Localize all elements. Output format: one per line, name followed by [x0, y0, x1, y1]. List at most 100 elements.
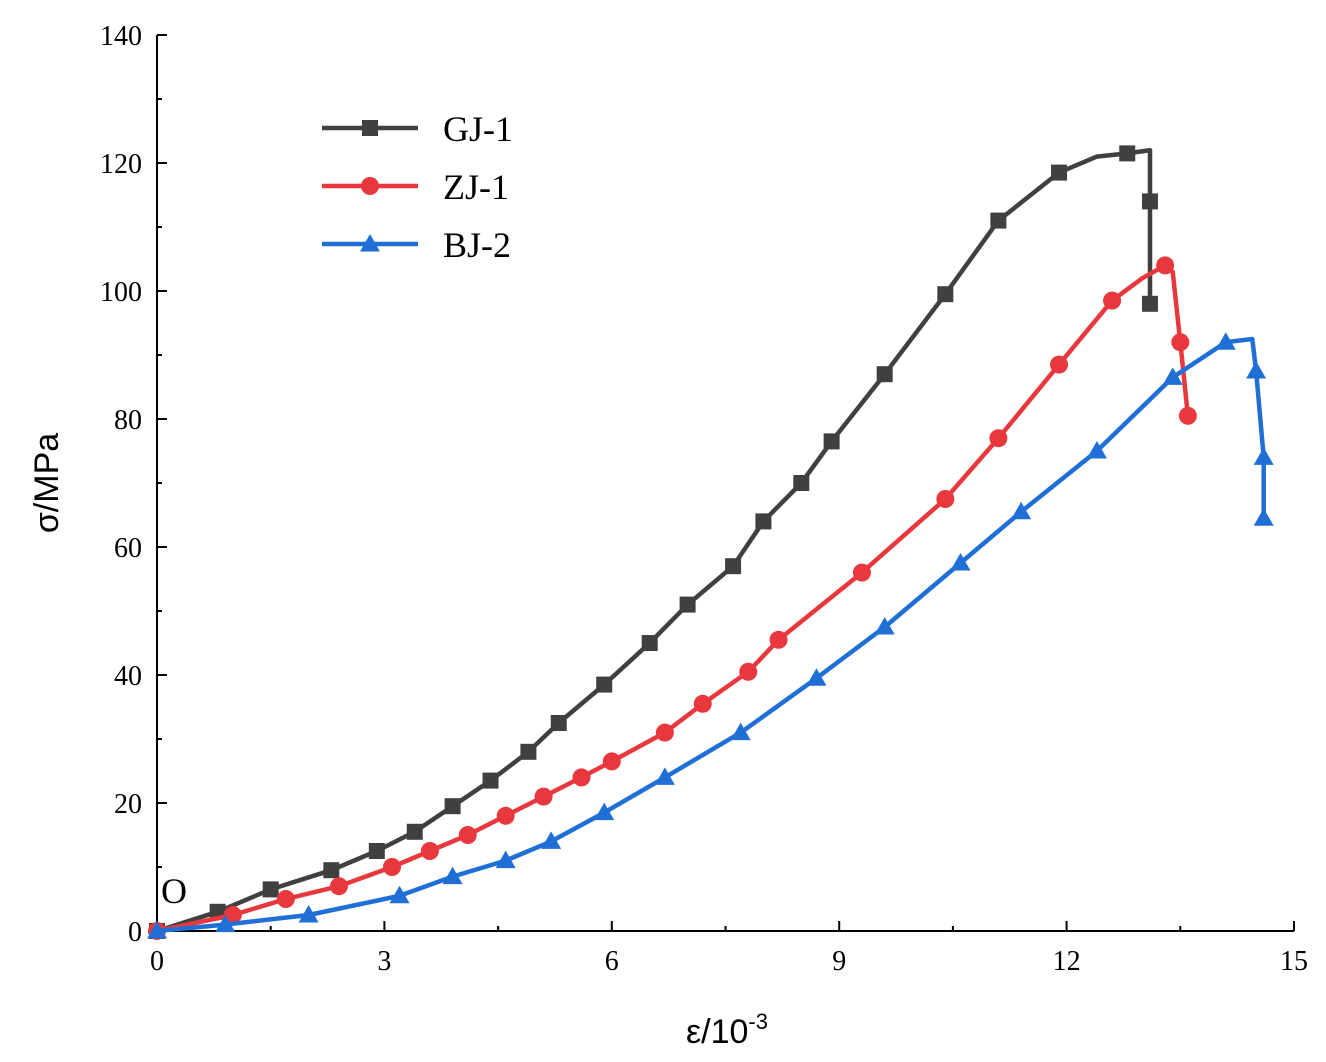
data-point-bj-2	[1253, 508, 1274, 526]
data-point-zj-1	[329, 877, 348, 896]
data-point-bj-2	[389, 885, 410, 904]
data-point-bj-2	[215, 914, 236, 933]
data-point-gj-1	[520, 743, 537, 760]
data-point-gj-1	[793, 475, 810, 491]
data-point-zj-1	[602, 752, 621, 771]
data-point-zj-1	[936, 490, 955, 508]
data-point-zj-1	[1178, 406, 1197, 425]
data-point-bj-2	[298, 905, 319, 923]
data-point-zj-1	[496, 806, 515, 825]
series-line-bj-2	[154, 336, 1266, 934]
data-point-gj-1	[990, 212, 1007, 229]
data-point-gj-1	[596, 676, 613, 693]
data-point-zj-1	[420, 842, 439, 860]
x-tick-label: 15	[1280, 946, 1308, 977]
legend-label-gj-1: GJ-1	[443, 109, 513, 149]
series-bj-2	[147, 332, 1274, 939]
data-point-gj-1	[406, 823, 423, 840]
data-point-bj-2	[1253, 447, 1274, 465]
data-point-gj-1	[937, 286, 954, 303]
data-point-zj-1	[1156, 256, 1175, 275]
series-line-zj-1	[154, 263, 1191, 934]
legend-marker-bj-2	[360, 234, 380, 252]
legend-label-zj-1: ZJ-1	[443, 167, 509, 207]
data-point-gj-1	[550, 715, 567, 731]
data-point-bj-2	[147, 921, 167, 939]
data-point-zj-1	[382, 858, 401, 876]
data-point-bj-2	[1162, 367, 1183, 385]
data-point-zj-1	[276, 890, 295, 908]
legend: GJ-1 ZJ-1 BJ-2	[322, 109, 513, 265]
x-tick-label: 12	[1053, 946, 1081, 977]
legend-item-zj-1: ZJ-1	[322, 167, 509, 207]
data-point-zj-1	[693, 694, 712, 713]
data-point-zj-1	[223, 906, 242, 924]
legend-marker-zj-1	[361, 177, 379, 195]
data-point-bj-2	[730, 722, 751, 741]
y-tick-label: 20	[114, 789, 142, 820]
legend-item-bj-2: BJ-2	[322, 225, 511, 265]
data-point-gj-1	[679, 596, 696, 613]
data-point-gj-1	[1119, 145, 1136, 162]
data-point-gj-1	[444, 798, 461, 815]
data-point-gj-1	[323, 862, 340, 879]
data-point-bj-2	[442, 866, 463, 885]
y-tick-label: 40	[114, 661, 142, 692]
data-point-gj-1	[823, 433, 840, 450]
data-point-gj-1	[368, 843, 385, 859]
series-gj-1	[149, 145, 1158, 939]
x-axis-title-base: ε/10	[686, 1013, 748, 1051]
y-tick-label: 80	[114, 405, 142, 436]
data-point-bj-2	[594, 802, 615, 821]
data-point-zj-1	[1171, 333, 1190, 352]
data-point-zj-1	[769, 630, 788, 649]
y-tick-label: 60	[114, 533, 142, 564]
data-point-gj-1	[755, 513, 772, 530]
data-point-zj-1	[572, 768, 591, 787]
x-tick-label: 6	[605, 946, 619, 977]
data-point-gj-1	[1051, 164, 1068, 181]
data-point-gj-1	[1141, 193, 1158, 210]
series-layer	[147, 145, 1274, 940]
data-point-zj-1	[1050, 355, 1069, 374]
data-point-bj-2	[1215, 332, 1236, 350]
data-point-bj-2	[806, 668, 827, 686]
data-point-bj-2	[874, 617, 895, 635]
series-line-gj-1	[154, 147, 1153, 934]
data-point-gj-1	[876, 366, 893, 383]
data-point-bj-2	[495, 850, 516, 869]
data-point-zj-1	[534, 787, 553, 806]
data-point-bj-2	[654, 767, 675, 785]
x-tick-label: 3	[377, 946, 391, 977]
x-axis-title-exponent: -3	[748, 1009, 768, 1034]
y-tick-label: 100	[100, 277, 142, 308]
legend-marker-gj-1	[362, 120, 378, 136]
y-axis-title: σ/MPa	[28, 433, 66, 533]
data-point-gj-1	[262, 881, 279, 898]
data-point-bj-2	[1246, 361, 1267, 379]
x-axis-title: ε/10-3	[686, 1009, 768, 1051]
data-point-bj-2	[950, 553, 971, 571]
x-tick-label: 9	[832, 946, 846, 977]
legend-item-gj-1: GJ-1	[322, 109, 513, 149]
data-point-zj-1	[739, 662, 758, 681]
x-tick-label: 0	[150, 946, 164, 977]
data-point-gj-1	[725, 558, 742, 575]
axes: 0 3 6 9 12 15 0 20 40 60 80 100 120 140	[100, 21, 1308, 977]
data-point-gj-1	[1141, 295, 1158, 312]
data-point-zj-1	[655, 723, 674, 742]
y-tick-label: 120	[100, 149, 142, 180]
data-point-zj-1	[852, 563, 871, 582]
data-point-bj-2	[1086, 441, 1107, 459]
data-point-gj-1	[482, 772, 499, 789]
data-point-gj-1	[641, 635, 658, 651]
legend-label-bj-2: BJ-2	[443, 225, 511, 265]
data-point-zj-1	[458, 826, 477, 844]
origin-label: O	[161, 871, 187, 911]
data-point-bj-2	[1011, 501, 1032, 520]
series-zj-1	[148, 256, 1197, 940]
data-point-bj-2	[541, 831, 562, 849]
data-point-zj-1	[1103, 291, 1122, 310]
y-tick-label: 140	[100, 21, 142, 52]
